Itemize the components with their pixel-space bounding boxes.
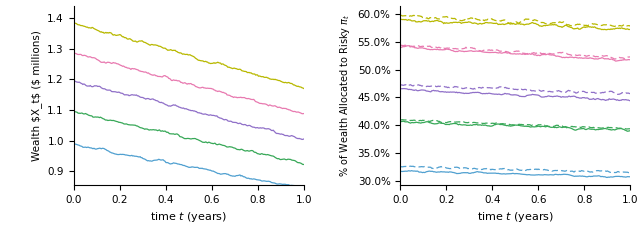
- X-axis label: time $t$ (years): time $t$ (years): [150, 210, 227, 224]
- Y-axis label: % of Wealth Allocated to Risky $\pi_t$: % of Wealth Allocated to Risky $\pi_t$: [338, 14, 352, 177]
- Y-axis label: Wealth $X_t$ ($ millions): Wealth $X_t$ ($ millions): [31, 30, 42, 161]
- X-axis label: time $t$ (years): time $t$ (years): [477, 210, 554, 224]
